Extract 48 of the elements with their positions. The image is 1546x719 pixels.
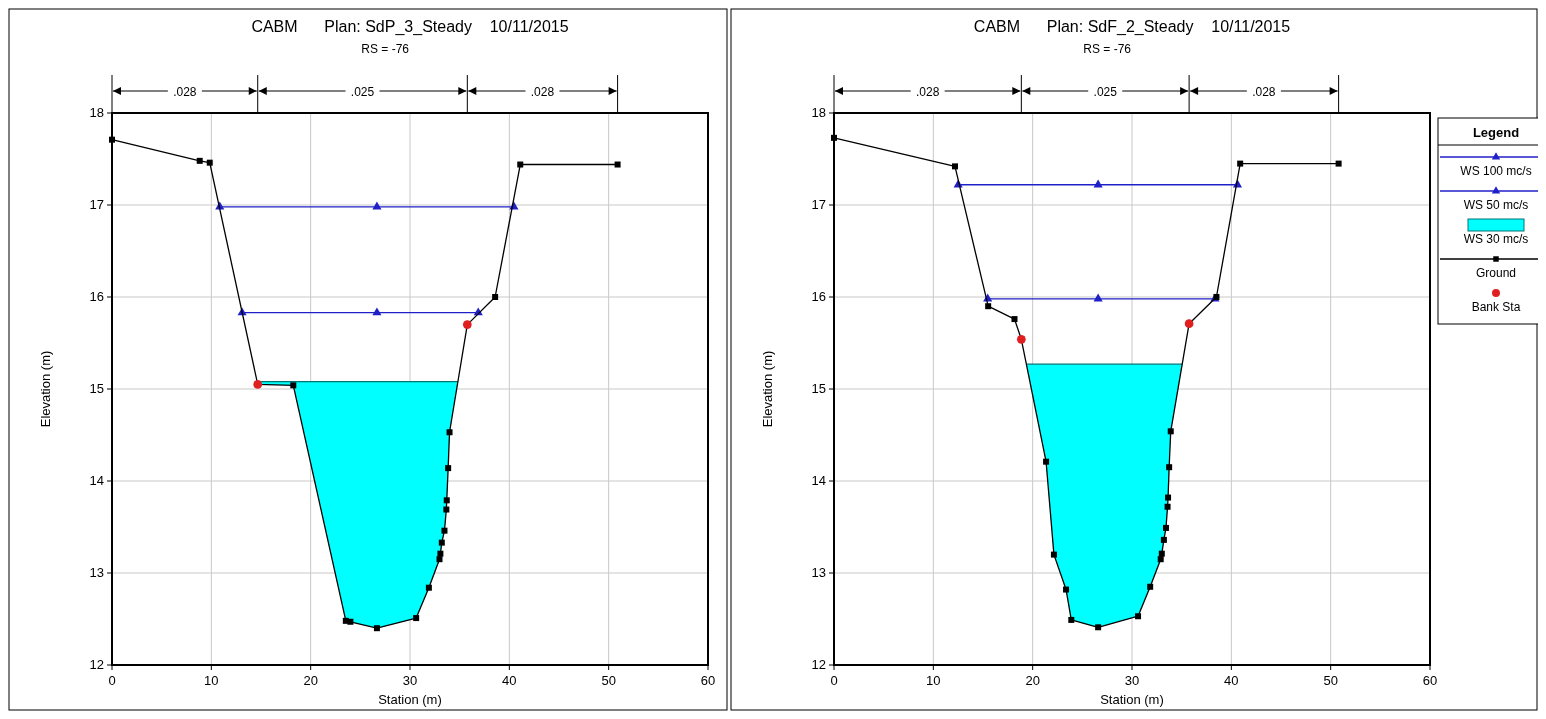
x-axis-title: Station (m) — [378, 692, 442, 707]
x-tick-label: 20 — [303, 673, 318, 688]
x-tick-label: 40 — [1224, 673, 1239, 688]
x-tick-label: 0 — [830, 673, 838, 688]
text: .028 — [530, 85, 555, 99]
y-tick-label: 13 — [89, 565, 104, 580]
text: .028 — [915, 85, 940, 99]
x-tick-label: 10 — [926, 673, 941, 688]
text: .028 — [1252, 85, 1276, 99]
x-tick-label: 10 — [204, 673, 219, 688]
x-tick-label: 30 — [402, 673, 418, 688]
y-tick-label: 13 — [811, 565, 826, 580]
y-tick-label: 17 — [811, 197, 826, 212]
x-tick-label: 60 — [1422, 673, 1438, 688]
y-tick-label: 15 — [811, 381, 826, 396]
chart-title: CABM Plan: SdF_2_Steady 10/11/2015 — [973, 18, 1291, 36]
y-tick-label: 16 — [89, 289, 104, 304]
y-tick-label: 12 — [811, 657, 826, 672]
legend-label: Ground — [1475, 266, 1517, 280]
chart-title: CABM Plan: SdP_3_Steady 10/11/2015 — [251, 18, 569, 36]
text: .025 — [1093, 85, 1118, 99]
chart-subtitle: RS = -76 — [361, 42, 410, 56]
chart-subtitle: RS = -76 — [1083, 42, 1132, 56]
x-tick-label: 20 — [1025, 673, 1040, 688]
y-tick-label: 16 — [811, 289, 826, 304]
y-axis-title: Elevation (m) — [38, 350, 53, 428]
y-tick-label: 17 — [89, 197, 104, 212]
y-tick-label: 15 — [89, 381, 104, 396]
x-tick-label: 50 — [601, 673, 616, 688]
y-tick-label: 14 — [89, 473, 104, 488]
x-tick-label: 50 — [1323, 673, 1338, 688]
x-tick-label: 40 — [502, 673, 517, 688]
x-tick-label: 0 — [108, 673, 116, 688]
legend-title: Legend — [1472, 125, 1520, 140]
legend-label: Bank Sta — [1471, 300, 1521, 314]
y-tick-label: 18 — [89, 105, 104, 120]
y-tick-label: 12 — [89, 657, 104, 672]
legend-label: WS 100 mc/s — [1460, 164, 1532, 178]
y-tick-label: 14 — [811, 473, 826, 488]
y-tick-label: 18 — [811, 105, 826, 120]
legend-label: WS 30 mc/s — [1463, 232, 1529, 246]
text: .025 — [350, 85, 375, 99]
x-axis-title: Station (m) — [1100, 692, 1164, 707]
x-tick-label: 60 — [700, 673, 716, 688]
legend-label: WS 50 mc/s — [1463, 198, 1529, 212]
x-tick-label: 30 — [1124, 673, 1140, 688]
text: .028 — [173, 85, 197, 99]
y-axis-title: Elevation (m) — [760, 350, 775, 428]
